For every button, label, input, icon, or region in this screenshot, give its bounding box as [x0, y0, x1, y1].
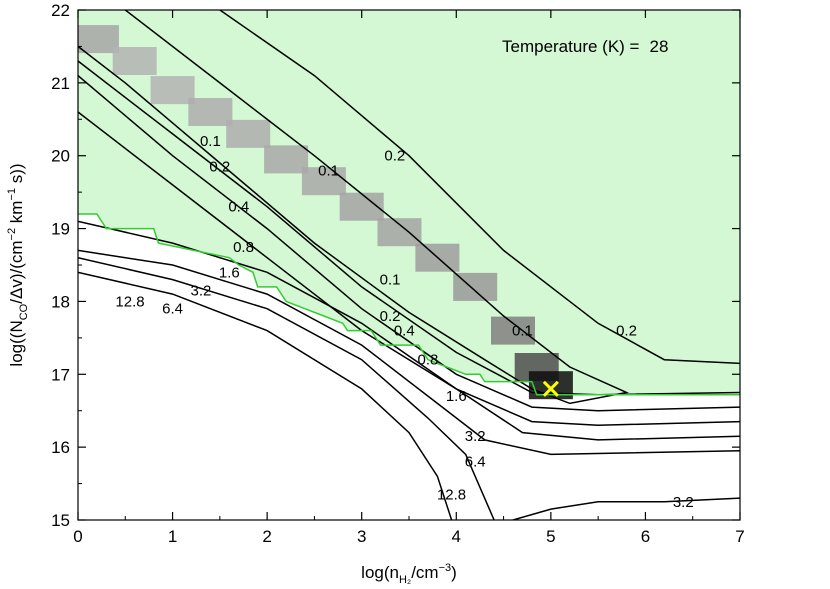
y-tick-label-18: 18: [51, 292, 70, 311]
y-tick-label-21: 21: [51, 74, 70, 93]
contour-lines: [78, 10, 740, 520]
contour-label-4-0: 0.8: [233, 239, 254, 256]
y-axis-ticks: 15 16 17 18 19 20 21 22: [51, 1, 740, 530]
contour-label-0-1: 0.2: [616, 323, 637, 340]
chi2-cell-2: [150, 76, 195, 105]
x-tick-label-4: 4: [452, 527, 461, 546]
contour-line-0-2-0: [219, 10, 740, 365]
y-tick-label-22: 22: [51, 1, 70, 20]
contour-label-1-0: 0.1: [318, 162, 339, 179]
contour-label-1-1: 0.1: [200, 133, 221, 150]
contour-label-4-1: 0.8: [417, 352, 438, 369]
best-fit-marker: [542, 380, 559, 397]
x-tick-label-3: 3: [357, 527, 366, 546]
chi2-cell-6: [301, 167, 346, 196]
temperature-annotation: Temperature (K) = 28: [502, 37, 668, 56]
contour-line-0-8-4: [78, 111, 740, 427]
contour-label-3-0: 0.4: [228, 199, 249, 216]
contour-label-6-0: 3.2: [191, 283, 212, 300]
y-tick-label-20: 20: [51, 147, 70, 166]
contour-label-9-0: 3.2: [673, 494, 694, 511]
contour-label-5-1: 1.6: [446, 388, 467, 405]
plot-area: 0.20.20.10.10.10.10.20.20.40.40.80.81.61…: [78, 10, 740, 520]
chi2-cell-5: [264, 145, 309, 174]
x-tick-label-0: 0: [73, 527, 82, 546]
contour-label-8-1: 12.8: [437, 487, 466, 504]
contour-label-3-1: 0.4: [394, 323, 415, 340]
contour-line-0-4-3: [78, 75, 740, 412]
chi2-cell-0: [78, 25, 119, 54]
chi2-cell-3: [188, 98, 233, 126]
allowed-region-boundary: [78, 213, 740, 396]
contour-line-3-2-6: [78, 249, 740, 456]
best-fit-x-mark: [542, 380, 559, 397]
x-tick-label-6: 6: [641, 527, 650, 546]
contour-label-1-3: 0.1: [512, 323, 533, 340]
chi2-cell-8: [377, 218, 422, 247]
contour-label-0-0: 0.2: [384, 148, 405, 165]
chi2-cell-4: [226, 119, 271, 148]
y-tick-label-19: 19: [51, 220, 70, 239]
allowed-region: [78, 10, 740, 395]
y-tick-label-17: 17: [51, 365, 70, 384]
x-tick-label-7: 7: [735, 527, 744, 546]
contour-line-6-4-7: [78, 256, 495, 520]
x-tick-label-2: 2: [262, 527, 271, 546]
contour-label-1-2: 0.1: [380, 272, 401, 289]
x-axis-title: log(nH₂/cm−3): [361, 562, 457, 586]
chi2-map: [78, 25, 573, 400]
contour-label-2-0: 0.2: [209, 159, 230, 176]
contour-line-12-8-8: [78, 271, 453, 520]
contour-label-8-0: 12.8: [115, 293, 144, 310]
y-tick-label-16: 16: [51, 438, 70, 457]
contour-label-6-1: 3.2: [465, 428, 486, 445]
contour-label-7-0: 6.4: [162, 301, 183, 318]
contour-labels: 0.20.20.10.10.10.10.20.20.40.40.80.81.61…: [115, 133, 694, 511]
contour-label-2-1: 0.2: [380, 308, 401, 325]
x-tick-label-5: 5: [546, 527, 555, 546]
contour-label-7-1: 6.4: [465, 454, 486, 471]
contour-line-1-6-5: [78, 220, 740, 441]
x-tick-label-1: 1: [168, 527, 177, 546]
contour-line-3-2-9: [512, 497, 740, 520]
chi2-cell-1: [112, 47, 157, 75]
contour-label-5-0: 1.6: [219, 264, 240, 281]
chi2-cell-11: [491, 316, 535, 345]
x-axis-ticks: 0 1 2 3 4 5 6 7: [73, 10, 745, 546]
contour-line-0-1-1: [78, 10, 629, 405]
y-tick-label-15: 15: [51, 511, 70, 530]
y-axis-title: log((NCO/Δv)/(cm−2 km−1 s)): [6, 163, 30, 366]
